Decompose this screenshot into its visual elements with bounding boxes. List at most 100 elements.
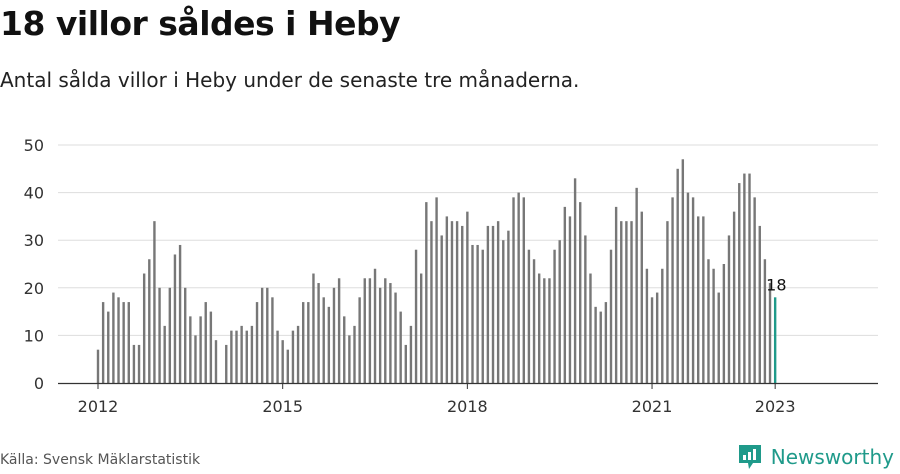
bar xyxy=(604,302,608,383)
bar xyxy=(558,240,561,383)
bar xyxy=(112,292,115,383)
bar xyxy=(743,173,746,383)
bar xyxy=(661,268,664,383)
bar xyxy=(481,249,484,383)
bar xyxy=(260,287,264,383)
data-labels: 18 xyxy=(766,275,786,294)
bar xyxy=(645,268,649,383)
bar xyxy=(512,197,515,383)
bar xyxy=(225,344,228,383)
bar xyxy=(189,316,192,383)
bar xyxy=(522,197,525,383)
bar xyxy=(425,202,428,383)
bar xyxy=(117,297,120,383)
chart-subtitle: Antal sålda villor i Heby under de senas… xyxy=(0,68,580,92)
bar xyxy=(399,311,402,383)
bar xyxy=(168,287,172,383)
bar xyxy=(476,244,479,383)
bar xyxy=(358,297,361,383)
x-tick-label: 2023 xyxy=(755,397,796,416)
bar xyxy=(537,273,541,383)
bar xyxy=(291,330,295,383)
bar xyxy=(199,316,202,383)
bar xyxy=(414,249,418,383)
bar xyxy=(296,325,300,383)
bar xyxy=(276,330,279,383)
bar xyxy=(394,292,397,383)
bar xyxy=(445,216,449,383)
bar xyxy=(471,244,474,383)
bar xyxy=(589,273,592,383)
bar xyxy=(266,287,269,383)
bar xyxy=(209,311,213,383)
bar xyxy=(158,287,161,383)
chart-title: 18 villor såldes i Heby xyxy=(0,4,401,43)
bar xyxy=(255,302,259,383)
bar xyxy=(101,302,105,383)
bar xyxy=(758,225,761,383)
bar xyxy=(96,349,100,383)
bar xyxy=(435,197,438,383)
bar xyxy=(466,211,469,383)
bar xyxy=(568,216,572,383)
bar xyxy=(527,249,531,383)
bar xyxy=(194,335,197,383)
bar xyxy=(461,225,464,383)
bar xyxy=(620,221,623,383)
bar xyxy=(363,278,366,383)
bar xyxy=(666,221,669,383)
bar xyxy=(671,197,674,383)
bar xyxy=(727,235,731,383)
bar xyxy=(148,259,151,383)
bar xyxy=(163,325,166,383)
bar xyxy=(614,206,618,383)
bar xyxy=(142,273,146,383)
bar xyxy=(655,292,659,383)
bar xyxy=(707,259,710,383)
bar xyxy=(245,330,248,383)
x-tick-label: 2015 xyxy=(262,397,303,416)
bar xyxy=(132,344,136,383)
bar xyxy=(307,302,310,383)
bar xyxy=(430,221,433,383)
bar xyxy=(609,249,613,383)
bar-chart: 0 10 20 30 40 50 2012 2015 2018 2021 2023 18 xyxy=(24,136,878,416)
bar xyxy=(153,221,156,383)
bar xyxy=(507,230,510,383)
y-tick-label: 10 xyxy=(24,326,44,345)
bar xyxy=(635,187,638,383)
bar xyxy=(594,306,597,383)
brand-logo: Newsworthy xyxy=(737,443,894,471)
bar xyxy=(543,278,546,383)
y-tick-label: 20 xyxy=(24,279,44,298)
bar xyxy=(630,221,633,383)
bar xyxy=(502,240,505,383)
y-tick-label: 30 xyxy=(24,231,44,250)
bar xyxy=(579,202,582,383)
bar xyxy=(491,225,495,383)
bar xyxy=(327,306,331,383)
bar xyxy=(178,244,182,383)
bar xyxy=(686,192,690,383)
bar xyxy=(584,235,587,383)
bar xyxy=(286,349,290,383)
y-axis-ticks: 0 10 20 30 40 50 xyxy=(24,136,44,393)
bar xyxy=(517,192,520,383)
bar xyxy=(353,325,356,383)
bar xyxy=(697,216,700,383)
x-tick-label: 2018 xyxy=(447,397,488,416)
bar xyxy=(650,297,654,383)
bar xyxy=(409,325,413,383)
brand-name: Newsworthy xyxy=(770,445,894,469)
bar-latest xyxy=(773,297,777,383)
bar xyxy=(738,183,741,383)
source-note: Källa: Svensk Mäklarstatistik xyxy=(0,452,201,468)
bars xyxy=(96,159,777,383)
bar xyxy=(250,325,254,383)
bar xyxy=(532,259,536,383)
bar xyxy=(281,340,284,383)
bar xyxy=(702,216,705,383)
bar xyxy=(553,249,556,383)
bar xyxy=(127,302,130,383)
bar xyxy=(389,283,392,383)
